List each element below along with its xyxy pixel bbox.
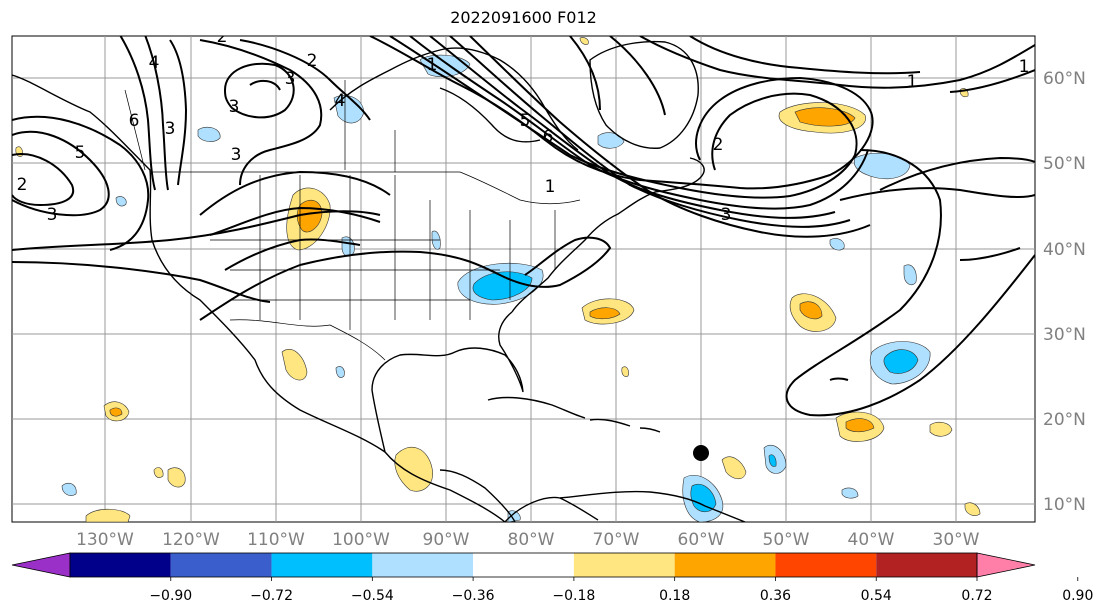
latitude-label: 10°N <box>1043 495 1086 515</box>
contour-label: 3 <box>47 205 58 225</box>
cold-anomaly-pacific-nw <box>197 126 221 142</box>
longitude-label: 60°W <box>678 530 725 550</box>
latitude-label: 20°N <box>1043 410 1086 430</box>
colorbar-outline <box>69 552 978 578</box>
cold-anomaly-tropics-south <box>841 487 859 499</box>
contour-label: 3 <box>165 119 176 139</box>
contour-label: 1 <box>907 72 918 92</box>
cold-anomaly-yukon <box>115 196 127 207</box>
storm-marker <box>693 445 709 461</box>
cold-anomaly-atlantic-east <box>903 264 917 286</box>
longitude-label: 120°W <box>162 530 220 550</box>
contour-label: 3 <box>285 69 296 89</box>
colorbar-tick-label: 0.36 <box>760 588 791 604</box>
shaded-anomalies <box>15 37 981 522</box>
contour-label: 2 <box>713 135 724 155</box>
contour-label: 1 <box>427 55 438 75</box>
warm-anomaly-tropics-far-east <box>929 421 953 437</box>
colorbar-segment <box>170 553 272 577</box>
longitude-label: 40°W <box>848 530 895 550</box>
colorbar-segment <box>573 553 675 577</box>
colorbar-segment <box>271 553 373 577</box>
colorbar-segment <box>674 553 776 577</box>
colorbar-tick-label: −0.18 <box>552 588 595 604</box>
warm-anomaly-mexico-pacific <box>281 349 308 381</box>
warm-anomaly-pacific-south-b <box>153 467 164 478</box>
cold-anomaly-mexico <box>335 366 345 378</box>
warm-anomaly-pacific-south <box>167 467 186 488</box>
warm-anomaly-pacific-west-core <box>109 407 123 417</box>
warm-anomaly-offshore-core <box>589 307 621 320</box>
colorbar-min-extension <box>11 552 71 578</box>
contour-label: 3 <box>721 205 732 225</box>
cold-anomaly-panama <box>507 510 521 522</box>
longitude-labels: 130°W 120°W 110°W 100°W 90°W 80°W 70°W 60°W 50°W… <box>76 530 980 550</box>
contour-label: 2 <box>17 175 28 195</box>
contour-labels: 1 2 3 4 5 6 1 2 3 3 4 5 6 2 1 3 1 2 3 3 <box>17 27 1030 225</box>
colorbar-tick-label: 0.90 <box>1062 588 1093 604</box>
longitude-label: 100°W <box>332 530 390 550</box>
colorbar-tick-label: 0.18 <box>659 588 690 604</box>
colorbar-tick-labels: −0.90 −0.72 −0.54 −0.36 −0.18 0.18 0.36 0.54 0.7… <box>149 577 1093 604</box>
contour-label: 1 <box>545 177 556 197</box>
longitude-label: 80°W <box>508 530 555 550</box>
contour-label: 2 <box>307 51 318 71</box>
colorbar-segment <box>876 553 977 577</box>
contour-label: 1 <box>1019 57 1030 77</box>
longitude-label: 110°W <box>247 530 305 550</box>
latitude-label: 40°N <box>1043 240 1086 260</box>
contour-label: 3 <box>231 145 242 165</box>
map-title: 2022091600 F012 <box>450 8 597 27</box>
colorbar-tick-label: −0.36 <box>452 588 495 604</box>
colorbar-segment <box>372 553 474 577</box>
cold-anomaly-pacific-southwest <box>61 482 77 496</box>
colorbar-tick-label: 0.54 <box>861 588 892 604</box>
warm-anomaly-atlantic-north-core <box>794 107 856 127</box>
warm-anomaly-tropics-south-east <box>964 502 981 516</box>
colorbar-max-extension <box>976 552 1036 578</box>
contour-label: 2 <box>217 27 228 47</box>
colorbar-tick-label: −0.54 <box>351 588 394 604</box>
colorbar-tick-label: 0.72 <box>961 588 992 604</box>
cold-anomaly-bermuda-south-core <box>883 349 919 374</box>
warm-anomaly-labrador <box>579 37 589 45</box>
cold-anomaly-carolinas-core <box>472 271 533 301</box>
latitude-label: 30°N <box>1043 325 1086 345</box>
latitude-labels: 60°N 50°N 40°N 30°N 20°N 10°N <box>1043 69 1086 515</box>
cold-anomaly-newfoundland <box>597 132 625 149</box>
contour-label: 5 <box>75 143 86 163</box>
colorbar <box>11 552 1036 578</box>
contour-label: 4 <box>335 91 346 111</box>
longitude-label: 50°W <box>763 530 810 550</box>
longitude-label: 130°W <box>76 530 134 550</box>
colorbar-segment <box>70 553 171 577</box>
cold-anomaly-lesser-antilles-core <box>690 484 717 513</box>
contour-label: 5 <box>520 111 531 131</box>
colorbar-segment <box>473 553 574 577</box>
warm-anomaly-bermuda-east-core <box>799 301 823 320</box>
latitude-label: 50°N <box>1043 154 1086 174</box>
longitude-label: 90°W <box>423 530 470 550</box>
contour-label: 6 <box>543 127 554 147</box>
cold-anomaly-atlantic-mid <box>829 238 845 251</box>
contour-label: 6 <box>129 111 140 131</box>
colorbar-segment <box>775 553 877 577</box>
warm-anomaly-tropics-east-core <box>845 418 875 433</box>
warm-anomaly-pacific-bottom <box>85 508 131 522</box>
colorbar-tick-label: −0.72 <box>250 588 293 604</box>
warm-anomaly-lesser-antilles-east <box>721 456 747 480</box>
cold-anomaly-tropics-core <box>768 454 777 467</box>
contour-label: 4 <box>149 53 160 73</box>
longitude-label: 30°W <box>933 530 980 550</box>
coastlines <box>12 40 746 522</box>
contour-lines <box>12 36 1035 417</box>
longitude-label: 70°W <box>593 530 640 550</box>
latitude-label: 60°N <box>1043 69 1086 89</box>
contour-label: 3 <box>229 97 240 117</box>
colorbar-tick-label: −0.90 <box>149 588 192 604</box>
warm-anomaly-caribbean <box>621 366 629 377</box>
